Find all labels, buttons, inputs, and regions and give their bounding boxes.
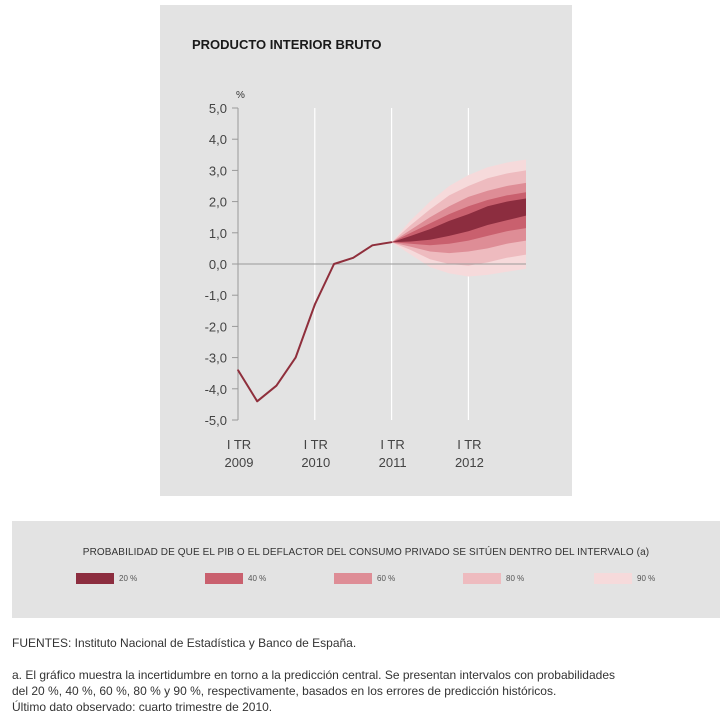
data-point: [275, 384, 278, 387]
y-tick-label: -5,0: [205, 413, 227, 428]
data-point: [390, 241, 393, 243]
x-tick-label-year: 2011: [379, 455, 407, 470]
data-point: [237, 369, 239, 371]
x-tick-label-year: 2010: [301, 455, 330, 470]
y-tick-label: 4,0: [209, 132, 227, 147]
y-axis-unit-label: %: [236, 90, 245, 101]
data-point: [294, 356, 297, 359]
y-tick-label: 5,0: [209, 101, 227, 116]
x-tick-label-quarter: I TR: [457, 437, 481, 452]
footnote-a-line-3: Último dato observado: cuarto trimestre …: [12, 700, 273, 714]
y-tick-label: 2,0: [209, 195, 227, 210]
fan-band-20: [391, 198, 526, 243]
legend-swatch-80: [463, 573, 501, 584]
y-tick-label: 0,0: [209, 257, 227, 272]
y-tick-label: 3,0: [209, 163, 227, 178]
legend-label-60: 60 %: [377, 574, 396, 583]
legend-swatch-20: [76, 573, 114, 584]
y-tick-label: -3,0: [205, 351, 227, 366]
x-tick-label-quarter: I TR: [380, 437, 404, 452]
legend-swatch-40: [205, 573, 243, 584]
legend-swatch-60: [334, 573, 372, 584]
data-point: [256, 400, 258, 403]
gdp-fan-chart: PRODUCTO INTERIOR BRUTO % 5,0 4,0 3,0 2,0 1,…: [192, 37, 526, 470]
legend-label-90: 90 %: [637, 574, 656, 583]
legend-panel: PROBABILIDAD DE QUE EL PIB O EL DEFLACTO…: [12, 521, 720, 618]
y-tick-label: -4,0: [205, 382, 227, 397]
data-point: [333, 263, 335, 265]
x-tick-label-quarter: I TR: [227, 437, 251, 452]
legend-label-80: 80 %: [506, 574, 525, 583]
chart-panel: PRODUCTO INTERIOR BRUTO % 5,0 4,0 3,0 2,0 1,…: [160, 5, 572, 496]
legend-label-20: 20 %: [119, 574, 138, 583]
data-point: [314, 303, 316, 306]
chart-title: PRODUCTO INTERIOR BRUTO: [192, 37, 381, 52]
y-tick-label: -1,0: [205, 288, 227, 303]
footnote-a-line-1: a. El gráfico muestra la incertidumbre e…: [12, 668, 615, 682]
legend-swatch-90: [594, 573, 632, 584]
y-tick-label: -2,0: [205, 319, 227, 334]
x-tick-label-year: 2009: [225, 455, 254, 470]
sources-note: FUENTES: Instituto Nacional de Estadísti…: [12, 636, 357, 650]
footnote-a-line-2: del 20 %, 40 %, 60 %, 80 % y 90 %, respe…: [12, 684, 557, 698]
x-tick-label-year: 2012: [455, 455, 484, 470]
legend-title: PROBABILIDAD DE QUE EL PIB O EL DEFLACTO…: [82, 547, 650, 558]
x-tick-label-quarter: I TR: [304, 437, 328, 452]
y-tick-label: 1,0: [209, 226, 227, 241]
data-point: [352, 256, 354, 259]
legend-label-40: 40 %: [248, 574, 267, 583]
data-point: [371, 244, 374, 247]
